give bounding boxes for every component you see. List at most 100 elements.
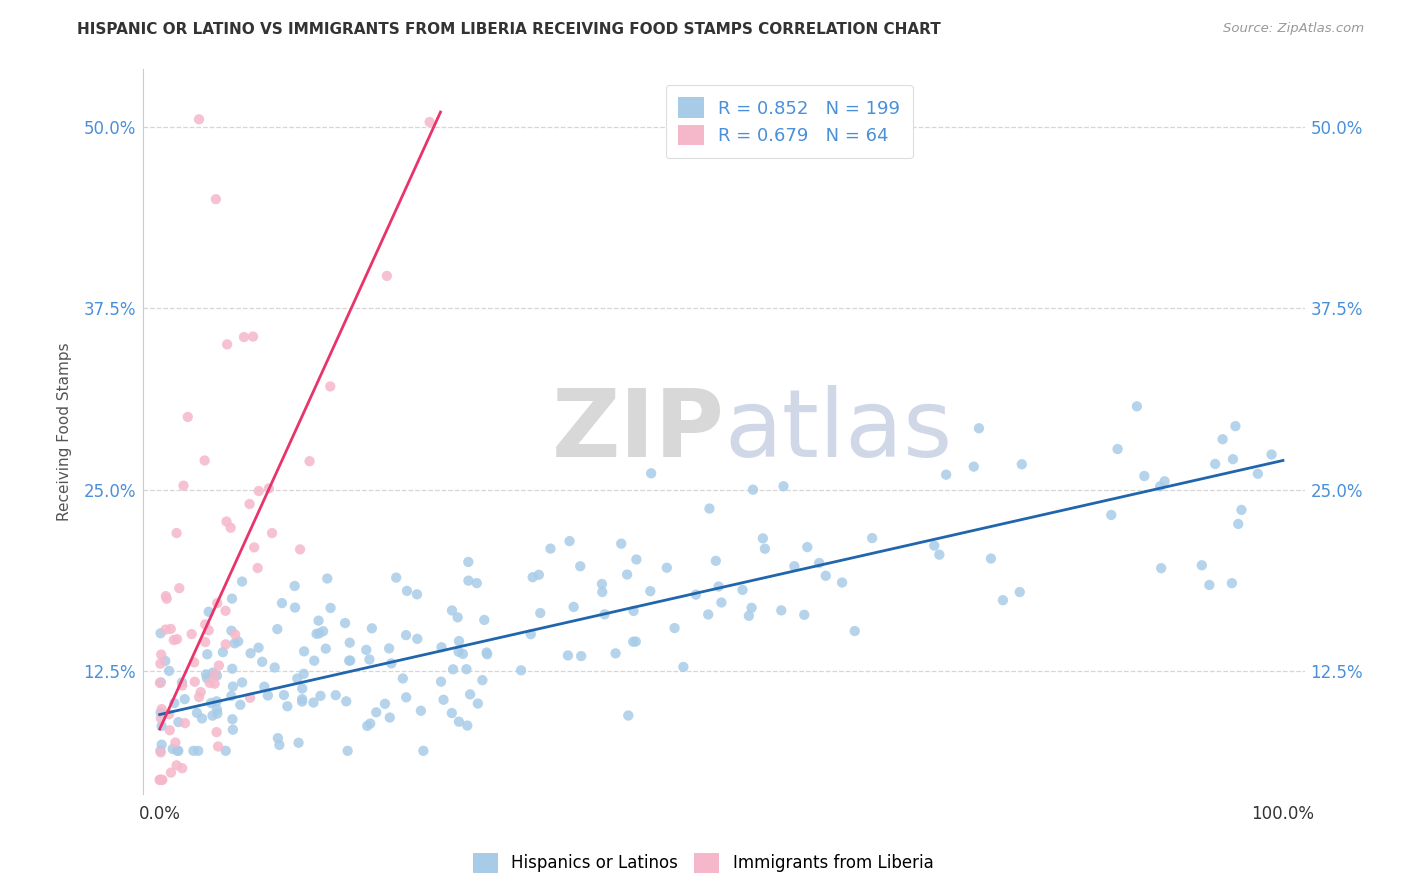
- Point: [1133, 469, 1156, 483]
- Point: [215, 515, 238, 529]
- Point: [166, 632, 188, 647]
- Y-axis label: Receiving Food Stamps: Receiving Food Stamps: [58, 343, 72, 521]
- Point: [172, 761, 194, 775]
- Point: [770, 603, 793, 617]
- Point: [221, 712, 243, 726]
- Point: [163, 633, 186, 648]
- Point: [754, 541, 776, 556]
- Point: [366, 706, 388, 720]
- Point: [1260, 448, 1282, 462]
- Point: [166, 758, 188, 772]
- Point: [1225, 419, 1247, 434]
- Point: [432, 692, 454, 706]
- Point: [392, 672, 415, 686]
- Point: [229, 698, 252, 712]
- Point: [593, 607, 616, 622]
- Point: [247, 483, 270, 498]
- Point: [250, 655, 273, 669]
- Point: [285, 672, 308, 686]
- Point: [159, 622, 181, 636]
- Point: [325, 688, 347, 702]
- Point: [456, 662, 478, 676]
- Text: atlas: atlas: [724, 385, 952, 477]
- Point: [741, 600, 763, 615]
- Point: [337, 654, 360, 668]
- Point: [529, 606, 551, 620]
- Point: [742, 483, 765, 497]
- Point: [184, 674, 207, 689]
- Point: [471, 673, 494, 688]
- Point: [186, 706, 208, 720]
- Point: [844, 624, 866, 638]
- Point: [214, 604, 236, 618]
- Point: [205, 596, 228, 610]
- Point: [149, 772, 172, 787]
- Point: [356, 719, 378, 733]
- Point: [156, 591, 179, 606]
- Point: [173, 478, 195, 492]
- Point: [430, 640, 453, 655]
- Point: [273, 688, 295, 702]
- Point: [155, 623, 177, 637]
- Point: [963, 459, 986, 474]
- Point: [211, 645, 233, 659]
- Point: [194, 635, 217, 649]
- Point: [194, 617, 217, 632]
- Point: [159, 723, 181, 738]
- Point: [166, 526, 188, 541]
- Point: [222, 723, 245, 737]
- Point: [1011, 457, 1033, 471]
- Point: [150, 738, 173, 752]
- Point: [201, 665, 224, 680]
- Point: [339, 636, 361, 650]
- Point: [738, 608, 761, 623]
- Point: [1008, 585, 1031, 599]
- Point: [155, 589, 177, 603]
- Point: [339, 654, 361, 668]
- Point: [219, 521, 242, 535]
- Point: [157, 664, 180, 678]
- Point: [231, 574, 253, 589]
- Point: [793, 607, 815, 622]
- Point: [395, 583, 418, 598]
- Point: [198, 675, 221, 690]
- Point: [412, 744, 434, 758]
- Point: [150, 772, 173, 787]
- Point: [180, 627, 202, 641]
- Point: [149, 711, 172, 725]
- Point: [242, 329, 264, 343]
- Point: [197, 624, 219, 638]
- Point: [457, 555, 479, 569]
- Point: [1107, 442, 1129, 456]
- Point: [302, 696, 325, 710]
- Point: [605, 646, 627, 660]
- Point: [375, 268, 398, 283]
- Point: [319, 601, 342, 615]
- Point: [312, 624, 335, 639]
- Point: [207, 706, 229, 721]
- Point: [336, 744, 359, 758]
- Point: [292, 644, 315, 658]
- Point: [395, 690, 418, 705]
- Point: [664, 621, 686, 635]
- Point: [446, 610, 468, 624]
- Point: [1220, 576, 1243, 591]
- Point: [149, 772, 172, 787]
- Point: [267, 731, 290, 745]
- Point: [155, 654, 177, 668]
- Point: [772, 479, 794, 493]
- Point: [640, 584, 662, 599]
- Point: [569, 649, 592, 664]
- Point: [710, 595, 733, 609]
- Point: [208, 658, 231, 673]
- Point: [860, 531, 883, 545]
- Point: [814, 569, 837, 583]
- Point: [195, 671, 218, 685]
- Point: [456, 718, 478, 732]
- Point: [163, 696, 186, 710]
- Point: [558, 534, 581, 549]
- Point: [406, 632, 429, 646]
- Point: [292, 666, 315, 681]
- Point: [419, 115, 441, 129]
- Point: [319, 379, 342, 393]
